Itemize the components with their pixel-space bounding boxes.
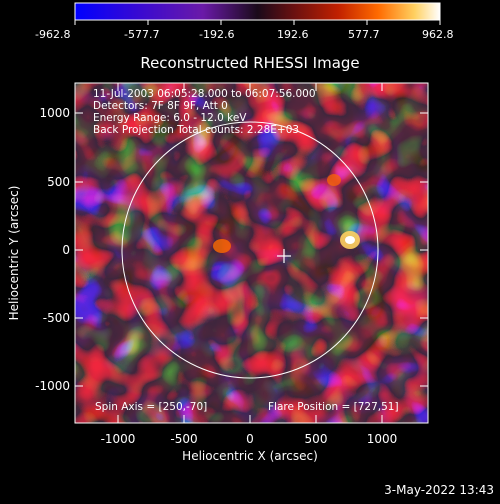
timestamp: 3-May-2022 13:43 bbox=[384, 483, 494, 497]
colorbar-tick-label: 962.8 bbox=[422, 28, 454, 41]
x-tick-label: -1000 bbox=[101, 432, 136, 446]
y-tick-label: 500 bbox=[47, 175, 70, 189]
colorbar-tick-label: 192.6 bbox=[277, 28, 309, 41]
colorbar-tick-label: -577.7 bbox=[124, 28, 159, 41]
y-axis-labels: 1000 500 0 -500 -1000 bbox=[35, 106, 70, 393]
plot-frame bbox=[74, 82, 429, 424]
flare-position-label: Flare Position = [727,51] bbox=[268, 401, 399, 413]
y-axis-ticks bbox=[75, 112, 428, 387]
colorbar-tick-label: 577.7 bbox=[348, 28, 380, 41]
y-tick-label: 0 bbox=[62, 243, 70, 257]
y-tick-label: -1000 bbox=[35, 379, 70, 393]
y-axis-title: Heliocentric Y (arcsec) bbox=[7, 186, 21, 321]
x-tick-label: 500 bbox=[305, 432, 328, 446]
plot-title: Reconstructed RHESSI Image bbox=[140, 54, 359, 72]
info-line: 11-Jul-2003 06:05:28.000 to 06:07:56.000 bbox=[93, 88, 316, 100]
colorbar bbox=[74, 2, 441, 21]
x-axis-ticks bbox=[117, 83, 383, 423]
x-axis-title: Heliocentric X (arcsec) bbox=[182, 449, 318, 463]
y-tick-label: -500 bbox=[43, 311, 70, 325]
info-line: Energy Range: 6.0 - 12.0 keV bbox=[93, 112, 247, 124]
colorbar-tick-label: -192.6 bbox=[199, 28, 234, 41]
spin-axis-marker bbox=[277, 249, 291, 263]
spin-axis-label: Spin Axis = [250,-70] bbox=[95, 401, 207, 413]
x-axis-labels: -1000 -500 0 500 1000 bbox=[101, 432, 398, 446]
info-line: Back Projection Total counts: 2.28E+03 bbox=[93, 124, 299, 136]
x-tick-label: -500 bbox=[170, 432, 197, 446]
x-tick-label: 0 bbox=[246, 432, 254, 446]
x-tick-label: 1000 bbox=[367, 432, 398, 446]
y-tick-label: 1000 bbox=[39, 106, 70, 120]
info-line: Detectors: 7F 8F 9F, Att 0 bbox=[93, 100, 228, 112]
info-block: 11-Jul-2003 06:05:28.000 to 06:07:56.000… bbox=[93, 88, 316, 136]
colorbar-tick-label: -962.8 bbox=[35, 28, 70, 41]
rhessi-image bbox=[75, 83, 428, 423]
solar-limb bbox=[121, 121, 379, 379]
colorbar-ticks: -962.8 -577.7 -192.6 192.6 577.7 962.8 bbox=[35, 20, 454, 41]
